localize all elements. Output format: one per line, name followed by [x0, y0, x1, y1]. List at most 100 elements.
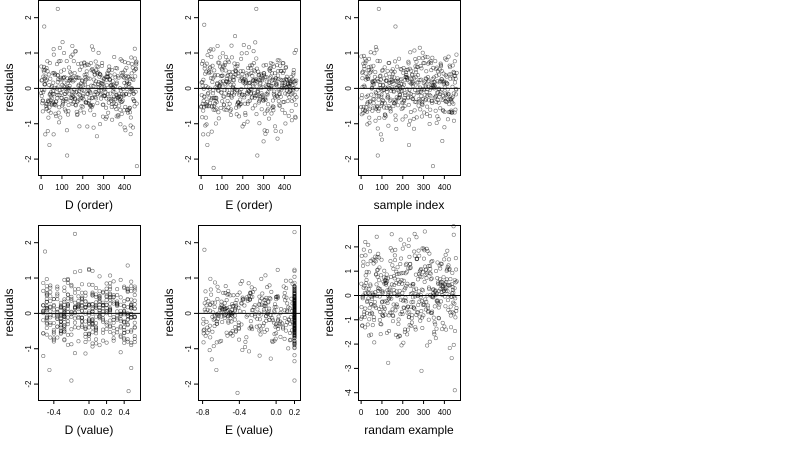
data-point: [111, 279, 116, 284]
data-point: [65, 153, 70, 158]
data-point: [101, 327, 106, 332]
data-point: [214, 321, 219, 326]
data-point: [128, 89, 133, 94]
data-point: [449, 108, 454, 113]
data-point: [97, 295, 102, 300]
data-point: [250, 308, 255, 313]
data-point: [261, 321, 266, 326]
data-point: [214, 106, 219, 111]
data-point: [390, 319, 395, 324]
data-point: [397, 333, 402, 338]
data-point: [411, 287, 416, 292]
data-point: [418, 107, 423, 112]
data-point: [248, 63, 253, 68]
data-point: [452, 59, 457, 64]
data-point: [45, 129, 50, 134]
data-point: [415, 85, 420, 90]
data-point: [446, 283, 451, 288]
data-point: [122, 299, 127, 304]
data-point: [448, 304, 453, 309]
data-point: [442, 324, 447, 329]
data-point: [408, 118, 413, 123]
data-point: [439, 68, 444, 73]
data-point: [236, 74, 241, 79]
data-point: [205, 307, 210, 312]
data-point: [62, 338, 67, 343]
data-point: [392, 276, 397, 281]
data-point: [380, 68, 385, 73]
data-point: [427, 121, 432, 126]
data-point: [379, 304, 384, 309]
data-point: [202, 327, 207, 332]
x-tick-label: 0.0: [83, 408, 95, 417]
data-point: [237, 290, 242, 295]
data-point: [200, 115, 205, 120]
data-point: [122, 330, 127, 335]
data-point: [292, 346, 297, 351]
data-point: [76, 339, 81, 344]
data-point: [257, 317, 262, 322]
data-point: [428, 107, 433, 112]
y-tick-label: 0: [184, 311, 193, 316]
data-point: [48, 335, 53, 340]
data-point: [451, 342, 456, 347]
data-point: [290, 281, 295, 286]
y-tick-label: -2: [24, 380, 33, 388]
data-point: [244, 84, 249, 89]
data-point: [449, 98, 454, 103]
data-point: [100, 114, 105, 119]
data-point: [395, 304, 400, 309]
data-point: [72, 290, 77, 295]
data-point: [69, 378, 74, 383]
data-point: [367, 115, 372, 120]
data-point: [67, 83, 72, 88]
data-point: [255, 316, 260, 321]
data-point: [82, 72, 87, 77]
data-point: [273, 124, 278, 129]
data-point: [56, 110, 61, 115]
data-point: [404, 299, 409, 304]
data-point: [391, 104, 396, 109]
data-point: [411, 300, 416, 305]
data-point: [87, 333, 92, 338]
data-point: [452, 110, 457, 115]
data-point: [411, 96, 416, 101]
data-point: [401, 340, 406, 345]
data-point: [82, 79, 87, 84]
x-tick-label: -0.4: [47, 408, 61, 417]
data-point: [370, 108, 375, 113]
data-point: [116, 75, 121, 80]
data-point: [219, 314, 224, 319]
data-point: [79, 303, 84, 308]
data-point: [55, 286, 60, 291]
data-point: [122, 285, 127, 290]
data-point: [41, 303, 46, 308]
data-point: [248, 291, 253, 296]
data-point: [392, 75, 397, 80]
data-point: [292, 290, 297, 295]
data-point: [118, 324, 123, 329]
data-point: [220, 310, 225, 315]
data-point: [395, 103, 400, 108]
data-point: [448, 76, 453, 81]
data-point: [224, 298, 229, 303]
data-point: [111, 301, 116, 306]
data-point: [406, 244, 411, 249]
data-point: [278, 94, 283, 99]
data-point: [442, 125, 447, 130]
data-point: [76, 287, 81, 292]
data-point: [87, 267, 92, 272]
data-point: [132, 302, 137, 307]
data-point: [417, 253, 422, 258]
y-tick-label: -1: [344, 316, 353, 324]
data-point: [436, 316, 441, 321]
data-point: [362, 315, 367, 320]
data-point: [223, 83, 228, 88]
data-point: [51, 52, 56, 57]
y-tick-label: 1: [184, 50, 193, 55]
data-point: [265, 327, 270, 332]
data-point: [376, 6, 381, 11]
data-point: [235, 64, 240, 69]
data-point: [365, 76, 370, 81]
data-point: [427, 251, 432, 256]
